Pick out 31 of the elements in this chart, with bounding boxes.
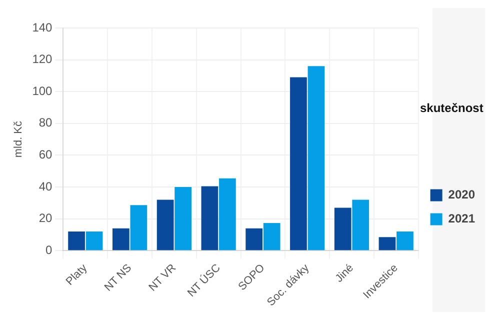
y-tick-label: 60: [38, 148, 53, 162]
y-tick-label: 100: [32, 84, 53, 98]
bar: [352, 200, 370, 250]
y-tick-label: 120: [32, 52, 53, 66]
y-tick-label: 40: [38, 179, 53, 194]
bar: [174, 187, 192, 250]
bar: [68, 232, 85, 250]
bar: [378, 237, 396, 250]
y-tick-label: 80: [38, 116, 53, 130]
legend-title: skutečnost: [420, 101, 484, 116]
y-tick-label: 20: [38, 211, 53, 226]
legend-label: 2020: [448, 188, 476, 202]
bar: [308, 66, 325, 250]
x-tick-label: NT VR: [146, 262, 178, 294]
bar: [86, 232, 103, 250]
bar: [219, 178, 236, 250]
bar: [130, 205, 148, 250]
bar: [290, 77, 307, 250]
legend-label: 2021: [448, 212, 476, 226]
y-tick-label: 140: [32, 20, 53, 34]
bar: [334, 208, 352, 250]
bar: [396, 232, 414, 250]
bar: [201, 186, 218, 250]
y-axis-title: mld. Kč: [12, 120, 25, 158]
x-tick-label: Jiné: [333, 262, 356, 285]
bar: [156, 200, 174, 250]
bar: [246, 228, 263, 250]
bar: [112, 228, 130, 250]
bar: [263, 222, 280, 250]
x-tick-label: NT NS: [102, 262, 134, 294]
y-tick-label: 0: [46, 242, 53, 257]
